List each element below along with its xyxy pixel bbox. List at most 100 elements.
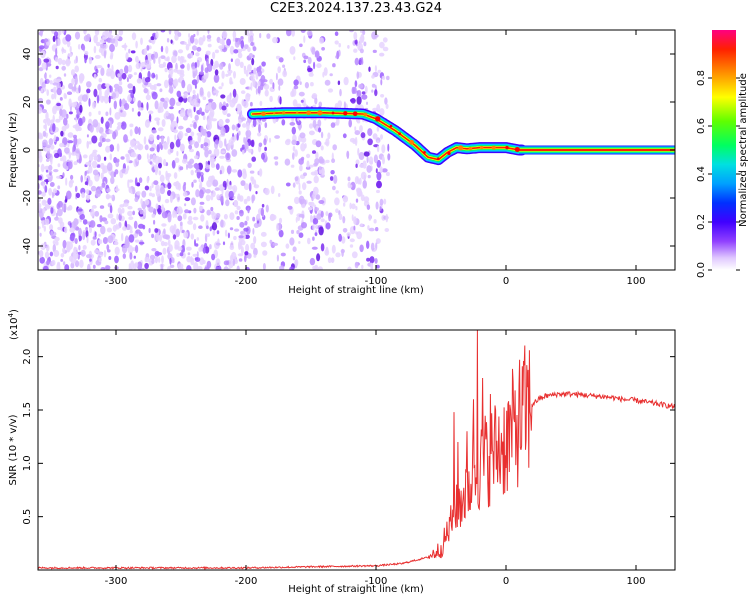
noise-speck [108, 129, 114, 134]
noise-speck [289, 122, 296, 126]
noise-speck [315, 194, 321, 200]
noise-speck [120, 156, 125, 160]
noise-speck [174, 157, 180, 164]
noise-speck [247, 46, 251, 53]
noise-speck [327, 132, 331, 140]
noise-speck [160, 55, 166, 59]
noise-speck [312, 119, 317, 129]
ridge-peak [480, 145, 484, 150]
noise-speck [100, 225, 106, 235]
noise-speck [358, 84, 364, 89]
noise-speck [78, 235, 83, 241]
noise-speck [173, 68, 178, 73]
noise-speck [251, 139, 255, 148]
snr-panel: -300 -200 -100 0 100 0.5 1.0 1.5 2.0 Height of … [7, 309, 676, 595]
noise-speck [38, 154, 43, 163]
ridge-peak [447, 151, 451, 156]
noise-speck [187, 163, 194, 169]
ridge-peak [375, 116, 381, 122]
noise-speck [77, 208, 83, 212]
noise-speck [86, 81, 92, 88]
noise-speck [325, 211, 329, 217]
noise-speck [278, 193, 281, 197]
noise-speck [264, 122, 268, 129]
noise-speck [212, 51, 216, 60]
noise-speck [173, 129, 178, 134]
noise-speck [356, 96, 362, 105]
colorbar-tick-label: 0.4 [696, 166, 707, 182]
noise-speck [103, 95, 109, 104]
noise-speck [51, 259, 56, 266]
noise-speck [106, 86, 110, 96]
noise-speck [151, 213, 156, 218]
noise-speck [82, 94, 88, 102]
noise-speck [59, 108, 63, 116]
noise-speck [232, 30, 237, 40]
noise-speck [193, 179, 197, 183]
noise-speck [128, 216, 134, 221]
noise-speck [96, 154, 102, 163]
noise-speck [204, 266, 210, 270]
noise-speck [218, 118, 224, 127]
noise-speck [67, 161, 73, 170]
noise-speck [277, 78, 284, 86]
noise-speck [307, 67, 313, 72]
noise-speck [158, 170, 162, 176]
noise-speck [221, 187, 224, 195]
noise-speck [186, 246, 192, 251]
noise-speck [62, 261, 66, 266]
noise-speck [105, 71, 112, 77]
noise-speck [139, 209, 143, 215]
noise-speck [359, 244, 364, 253]
noise-speck [323, 67, 328, 76]
noise-speck [46, 118, 51, 126]
noise-speck [245, 215, 250, 222]
noise-speck [239, 209, 244, 217]
noise-speck [268, 137, 272, 143]
noise-speck [118, 85, 123, 95]
noise-speck [325, 222, 331, 230]
noise-speck [327, 257, 332, 264]
noise-speck [142, 76, 146, 84]
noise-speck [250, 82, 253, 91]
noise-speck [91, 135, 98, 144]
noise-speck [366, 101, 368, 106]
noise-speck [176, 116, 179, 124]
noise-speck [206, 34, 212, 40]
noise-speck [113, 100, 118, 110]
noise-speck [379, 108, 385, 116]
noise-speck [121, 72, 127, 80]
noise-speck [143, 48, 147, 56]
noise-speck [120, 209, 123, 216]
noise-speck [233, 49, 239, 54]
noise-speck [98, 77, 103, 83]
noise-speck [122, 253, 127, 259]
noise-speck [311, 246, 318, 250]
noise-speck [143, 88, 149, 94]
noise-speck [195, 52, 200, 57]
noise-speck [331, 158, 336, 163]
noise-speck [214, 187, 220, 191]
y-tick-label: 1.0 [22, 455, 33, 471]
noise-speck [215, 212, 221, 219]
noise-speck [237, 169, 243, 178]
noise-speck [38, 204, 41, 212]
noise-speck [177, 246, 183, 251]
noise-speck [227, 142, 231, 152]
noise-speck [190, 131, 195, 137]
noise-speck [183, 231, 189, 239]
noise-speck [312, 265, 318, 270]
ridge-peak [282, 111, 286, 115]
noise-speck [198, 189, 204, 199]
noise-speck [90, 208, 95, 217]
noise-speck [144, 262, 149, 270]
noise-speck [129, 230, 133, 234]
noise-speck [155, 203, 159, 210]
noise-speck [298, 190, 302, 195]
noise-speck [206, 209, 211, 216]
noise-speck [294, 149, 298, 157]
noise-speck [346, 232, 351, 237]
noise-speck [192, 45, 197, 51]
noise-speck [179, 166, 184, 171]
noise-speck [101, 217, 108, 222]
